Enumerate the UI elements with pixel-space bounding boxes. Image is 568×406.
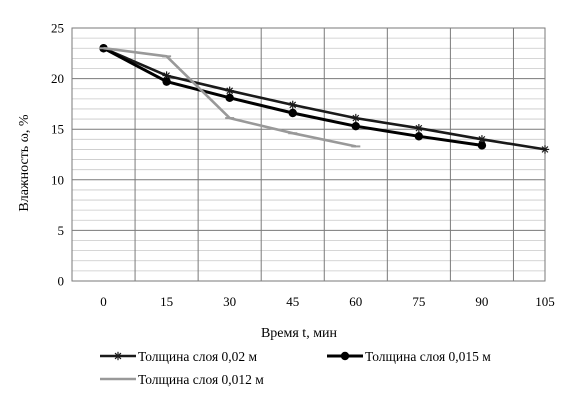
- data-point-asterisk: [540, 145, 550, 154]
- y-tick-label: 10: [51, 172, 64, 187]
- legend: Толщина слоя 0,02 м Толщина слоя 0,015 м Т…: [100, 349, 491, 387]
- legend-label: Толщина слоя 0,015 м: [365, 349, 491, 364]
- legend-item-2: Толщина слоя 0,015 м: [327, 349, 491, 364]
- x-tick-label: 30: [223, 294, 236, 309]
- data-point-circle: [414, 132, 424, 141]
- legend-item-1: Толщина слоя 0,02 м: [100, 349, 258, 364]
- x-tick-label: 0: [100, 294, 107, 309]
- y-tick-label: 15: [51, 122, 64, 137]
- data-point-asterisk: [414, 123, 424, 133]
- legend-item-3: Толщина слоя 0,012 м: [100, 372, 264, 387]
- data-point-circle: [288, 108, 297, 118]
- series-line: [102, 47, 546, 151]
- axes: 0 5 10 15 20 25 0 15 30 45 60 75 90 105: [51, 21, 555, 310]
- data-point-circle: [162, 77, 171, 86]
- series-layer: [99, 44, 550, 154]
- y-tick-label: 5: [58, 223, 65, 238]
- data-point-circle: [225, 93, 234, 103]
- legend-label: Толщина слоя 0,02 м: [138, 349, 258, 364]
- plot-border: [71, 27, 546, 282]
- y-axis-title: Влажность ω, %: [17, 114, 32, 211]
- data-point-asterisk: [477, 135, 487, 144]
- x-tick-label: 75: [412, 294, 425, 309]
- x-tick-label: 60: [349, 294, 362, 309]
- data-point-asterisk: [113, 351, 123, 361]
- series-2: [99, 44, 487, 150]
- series-line: [102, 46, 483, 147]
- x-tick-label: 105: [535, 294, 555, 309]
- y-tick-label: 25: [51, 21, 64, 36]
- x-tick-label: 90: [475, 294, 488, 309]
- y-tick-label: 0: [58, 274, 65, 289]
- data-point-asterisk: [225, 86, 234, 95]
- x-tick-label: 15: [160, 294, 173, 309]
- data-point-asterisk: [288, 100, 297, 110]
- data-point-asterisk: [351, 113, 360, 123]
- series-3: [99, 46, 361, 148]
- legend-label: Толщина слоя 0,012 м: [138, 372, 264, 387]
- data-point-circle: [477, 141, 487, 150]
- data-point-circle: [340, 351, 350, 361]
- x-tick-label: 45: [286, 294, 299, 309]
- x-axis-title: Время t, мин: [261, 326, 338, 341]
- data-point-circle: [351, 121, 360, 131]
- y-tick-label: 20: [51, 71, 64, 86]
